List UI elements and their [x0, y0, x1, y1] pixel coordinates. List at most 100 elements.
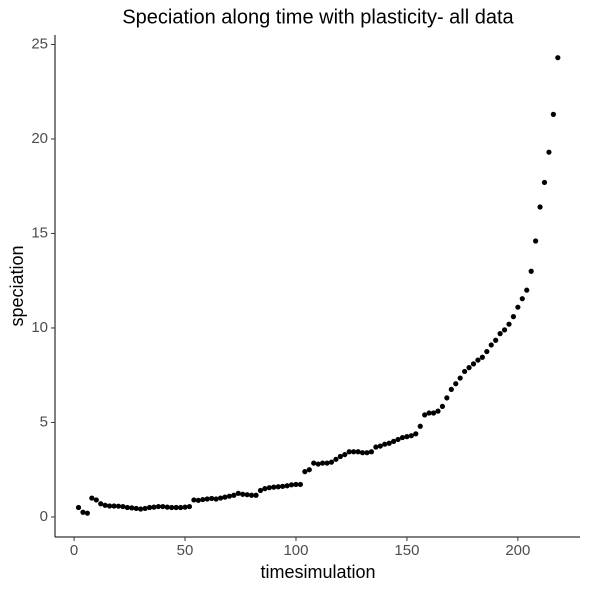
point [266, 485, 272, 491]
point [368, 449, 375, 455]
point [537, 204, 543, 210]
point [346, 449, 352, 455]
point [111, 503, 117, 509]
point [138, 506, 144, 512]
point [364, 450, 370, 456]
point [133, 505, 139, 512]
point [275, 484, 281, 490]
point [444, 395, 450, 401]
point [315, 461, 321, 467]
point [177, 504, 184, 511]
point [244, 492, 250, 498]
point [155, 503, 162, 510]
point [395, 436, 401, 443]
point [311, 460, 317, 466]
point [213, 496, 219, 502]
point [257, 487, 264, 494]
point [382, 441, 388, 447]
point [222, 494, 228, 500]
point [351, 449, 357, 455]
point [524, 287, 530, 293]
point [457, 375, 463, 381]
point [280, 483, 286, 489]
point [302, 469, 308, 475]
point [89, 495, 95, 501]
point [253, 492, 259, 498]
point [191, 497, 197, 503]
point [288, 482, 295, 488]
point [417, 423, 423, 429]
point [80, 509, 86, 515]
point [448, 386, 454, 392]
point [204, 496, 210, 502]
point [271, 484, 277, 490]
point [475, 357, 481, 363]
point [151, 504, 157, 510]
point [129, 505, 135, 511]
point [324, 460, 330, 466]
point [120, 503, 126, 510]
point [515, 304, 521, 310]
point [546, 149, 552, 155]
point [439, 403, 446, 409]
point [293, 481, 299, 488]
y-tick-label: 0 [40, 508, 48, 525]
point [164, 504, 170, 510]
point [186, 503, 193, 510]
point [435, 408, 441, 414]
point [93, 497, 99, 503]
point [142, 505, 148, 512]
point [484, 348, 490, 355]
point [519, 296, 525, 302]
point [226, 493, 233, 499]
chart-title: Speciation along time with plasticity- a… [122, 6, 514, 28]
point [106, 503, 113, 509]
x-tick-label: 50 [177, 542, 194, 559]
point [306, 467, 312, 473]
point [84, 510, 90, 516]
point [426, 410, 432, 416]
point [506, 321, 512, 327]
point [209, 495, 215, 502]
point [342, 451, 348, 458]
x-tick-label: 150 [394, 542, 419, 559]
point [217, 495, 224, 501]
point [497, 331, 503, 337]
point [453, 381, 459, 387]
point [373, 444, 379, 450]
point [359, 450, 366, 456]
y-tick-label: 25 [31, 35, 48, 52]
point [173, 504, 179, 511]
point [430, 410, 437, 416]
point [528, 268, 534, 274]
point [391, 438, 397, 444]
y-tick-label: 10 [31, 319, 48, 336]
point [479, 354, 485, 360]
point [541, 179, 548, 186]
point [328, 459, 335, 465]
point [297, 481, 304, 488]
point [333, 456, 339, 462]
point [466, 365, 472, 371]
point [235, 490, 241, 496]
point [262, 486, 268, 492]
y-tick-label: 15 [31, 224, 48, 241]
point [231, 492, 237, 498]
y-tick-label: 5 [40, 413, 48, 430]
point [240, 491, 246, 497]
point [284, 483, 290, 489]
point [169, 504, 175, 511]
point [493, 337, 499, 343]
point [337, 453, 343, 460]
point [386, 440, 392, 446]
point [399, 434, 406, 441]
point [462, 368, 468, 375]
point [248, 492, 255, 498]
point [413, 431, 419, 437]
x-tick-label: 100 [283, 542, 308, 559]
point [124, 504, 130, 511]
point [408, 433, 414, 439]
point [200, 496, 206, 503]
point [555, 55, 561, 61]
